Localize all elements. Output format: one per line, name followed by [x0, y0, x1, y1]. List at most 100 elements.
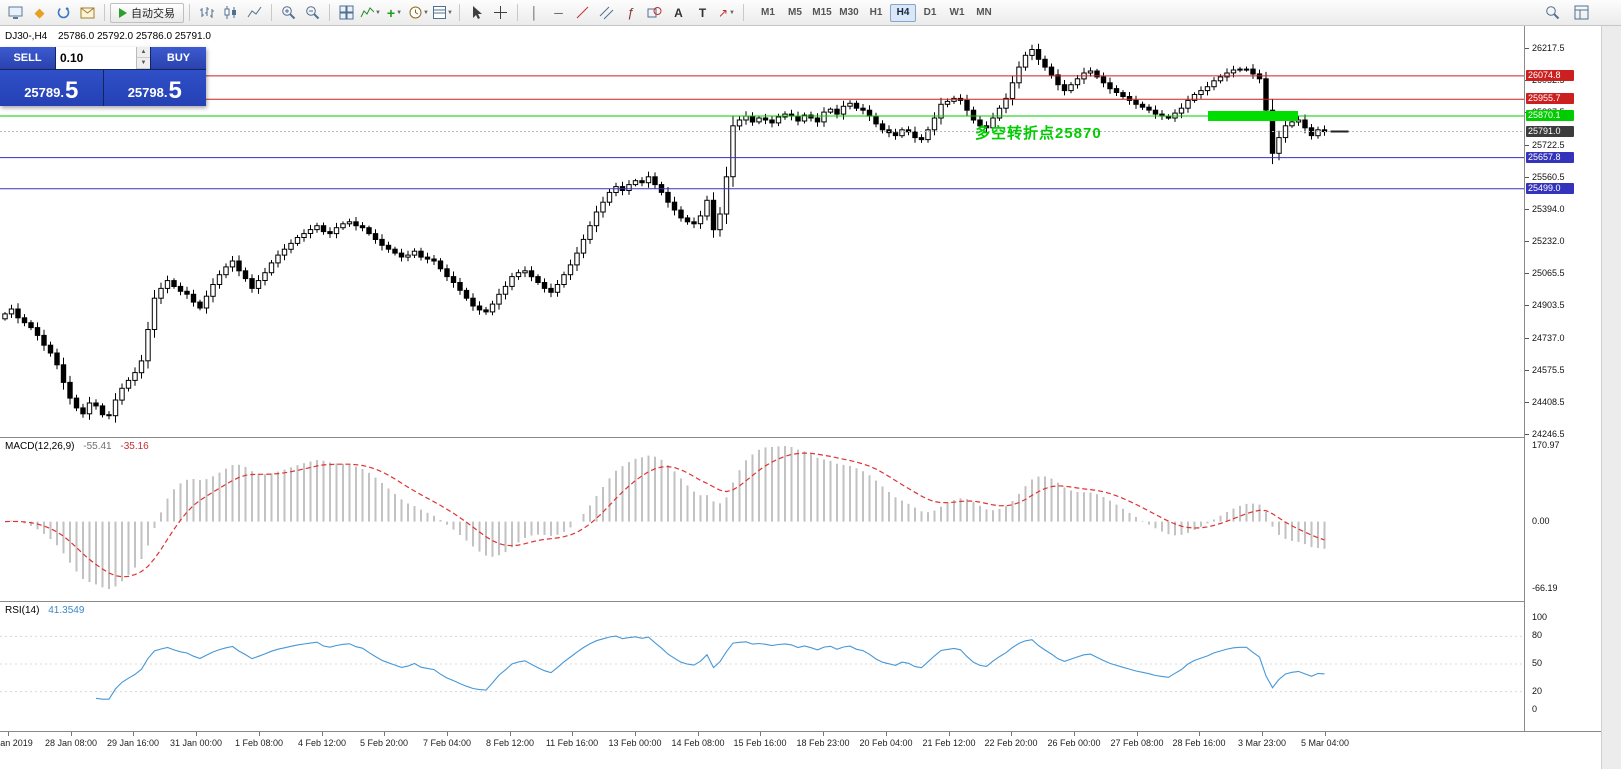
rsi-axis-label: 20	[1532, 686, 1543, 696]
add-indicator-button[interactable]: + ▼	[383, 3, 406, 23]
time-axis-label: 8 Feb 12:00	[485, 738, 535, 748]
macd-signal-line	[4, 452, 1325, 578]
time-tick-mark	[949, 732, 950, 736]
time-tick-mark	[572, 732, 573, 736]
horizontal-line-tool-button[interactable]: ─	[547, 3, 570, 23]
search-icon	[1546, 6, 1560, 20]
time-tick-mark	[635, 732, 636, 736]
crosshair-tool-button[interactable]	[489, 3, 512, 23]
terminal-button[interactable]	[4, 3, 27, 23]
rsi-value: 41.3549	[48, 605, 85, 616]
rsi-panel[interactable]: RSI(14) 41.3549	[0, 601, 1524, 731]
shapes-tool-button[interactable]	[643, 3, 666, 23]
rsi-axis-label: 80	[1532, 630, 1543, 640]
volume-down-button[interactable]: ▼	[137, 58, 150, 69]
toolbar-separator	[104, 4, 105, 21]
play-icon	[119, 7, 127, 18]
templates-button[interactable]: ▼	[431, 3, 454, 23]
macd-label: MACD(12,26,9) -55.41 -35.16	[5, 441, 149, 452]
indicators-button[interactable]: ▼	[359, 3, 382, 23]
time-axis-label: 15 Feb 16:00	[733, 738, 787, 748]
tf-button-h4[interactable]: H4	[890, 3, 916, 22]
trendline-tool-button[interactable]	[571, 3, 594, 23]
time-tick-mark	[1325, 732, 1326, 736]
macd-signal-value: -35.16	[120, 441, 149, 452]
mail-button[interactable]	[76, 3, 99, 23]
sell-price-button[interactable]: 25789. 5	[0, 70, 103, 106]
layout-button[interactable]	[1570, 3, 1593, 23]
timeframe-toolbar: M1 M5 M15 M30 H1 H4 D1 W1 MN	[755, 3, 997, 22]
tf-button-mn[interactable]: MN	[976, 7, 992, 18]
dropdown-arrow-icon: ▼	[729, 9, 735, 16]
time-axis-label: 20 Feb 04:00	[859, 738, 913, 748]
fibonacci-tool-button[interactable]: ƒ	[619, 3, 642, 23]
label-tool-button[interactable]: T	[691, 3, 714, 23]
candlestick-mode-button[interactable]	[219, 3, 242, 23]
time-axis-label: 3 Mar 23:00	[1237, 738, 1287, 748]
tf-button-m30[interactable]: M30	[839, 7, 859, 18]
tile-windows-button[interactable]	[335, 3, 358, 23]
tf-button-m5[interactable]: M5	[788, 7, 802, 18]
window-right-strip	[1601, 26, 1621, 769]
rsi-name: RSI(14)	[5, 605, 40, 616]
cursor-tool-button[interactable]	[465, 3, 488, 23]
terminal-icon	[8, 6, 23, 19]
macd-axis-label: 0.00	[1532, 516, 1550, 526]
time-axis-label: 22 Feb 20:00	[984, 738, 1038, 748]
time-tick-mark	[133, 732, 134, 736]
bar-chart-mode-button[interactable]	[195, 3, 218, 23]
volume-input[interactable]	[56, 47, 136, 69]
time-axis-label: 11 Feb 16:00	[545, 738, 599, 748]
dropdown-arrow-icon: ▼	[375, 9, 381, 16]
price-chart-panel[interactable]: DJ30-,H4 25786.0 25792.0 25786.0 25791.0…	[0, 26, 1524, 437]
volume-up-button[interactable]: ▲	[137, 47, 150, 58]
time-axis[interactable]: 25 Jan 2019 28 Jan 08:00 29 Jan 16:00 31 Ja…	[0, 731, 1601, 769]
price-tick-mark	[1525, 370, 1529, 371]
mail-icon	[80, 7, 95, 18]
time-tick-mark	[322, 732, 323, 736]
price-axis[interactable]: 26217.526052.525887.525722.525560.525394…	[1524, 26, 1601, 731]
zoom-out-icon	[306, 6, 320, 20]
rsi-line	[95, 635, 1325, 700]
line-chart-mode-button[interactable]	[243, 3, 266, 23]
tf-button-m1[interactable]: M1	[761, 7, 775, 18]
zoom-in-button[interactable]	[277, 3, 300, 23]
auto-trading-label: 自动交易	[131, 7, 175, 20]
tf-button-m15[interactable]: M15	[812, 7, 832, 18]
metaquotes-button[interactable]: ◆	[28, 3, 51, 23]
indicators-icon	[360, 7, 375, 18]
time-axis-label: 31 Jan 00:00	[169, 738, 223, 748]
symbol-search-button[interactable]	[1541, 3, 1564, 23]
horizontal-line-icon: ─	[554, 5, 563, 20]
zoom-out-button[interactable]	[301, 3, 324, 23]
buy-button[interactable]: BUY	[151, 47, 206, 69]
macd-panel[interactable]: MACD(12,26,9) -55.41 -35.16	[0, 437, 1524, 601]
time-tick-mark	[8, 732, 9, 736]
trade-panel-price-row: 25789. 5 25798. 5	[0, 70, 206, 106]
periods-button[interactable]: ▼	[407, 3, 430, 23]
plus-icon: +	[386, 4, 396, 21]
tf-button-d1[interactable]: D1	[923, 7, 937, 18]
channel-tool-button[interactable]	[595, 3, 618, 23]
auto-trading-button[interactable]: 自动交易	[110, 2, 184, 23]
arrows-tool-button[interactable]: ↗ ▼	[715, 3, 738, 23]
channel-icon	[599, 6, 614, 20]
price-tick-mark	[1525, 48, 1529, 49]
refresh-button[interactable]	[52, 3, 75, 23]
crosshair-icon	[494, 6, 507, 19]
sell-button[interactable]: SELL	[0, 47, 55, 69]
symbol-ohlc-values: 25786.0 25792.0 25786.0 25791.0	[58, 31, 211, 42]
text-tool-button[interactable]: A	[667, 3, 690, 23]
tf-button-w1[interactable]: W1	[949, 7, 965, 18]
buy-price-button[interactable]: 25798. 5	[103, 70, 206, 106]
tile-windows-icon	[339, 5, 354, 20]
dropdown-arrow-icon: ▼	[396, 9, 403, 16]
rsi-axis-label: 50	[1532, 658, 1543, 668]
tf-button-h1[interactable]: H1	[869, 7, 883, 18]
cursor-icon	[473, 6, 482, 19]
chart-annotation-text[interactable]: 多空转折点25870	[975, 125, 1102, 142]
highlight-zone-rect[interactable]	[1208, 111, 1298, 121]
price-tick-label: 25065.5	[1532, 268, 1565, 278]
vertical-line-tool-button[interactable]: │	[523, 3, 546, 23]
